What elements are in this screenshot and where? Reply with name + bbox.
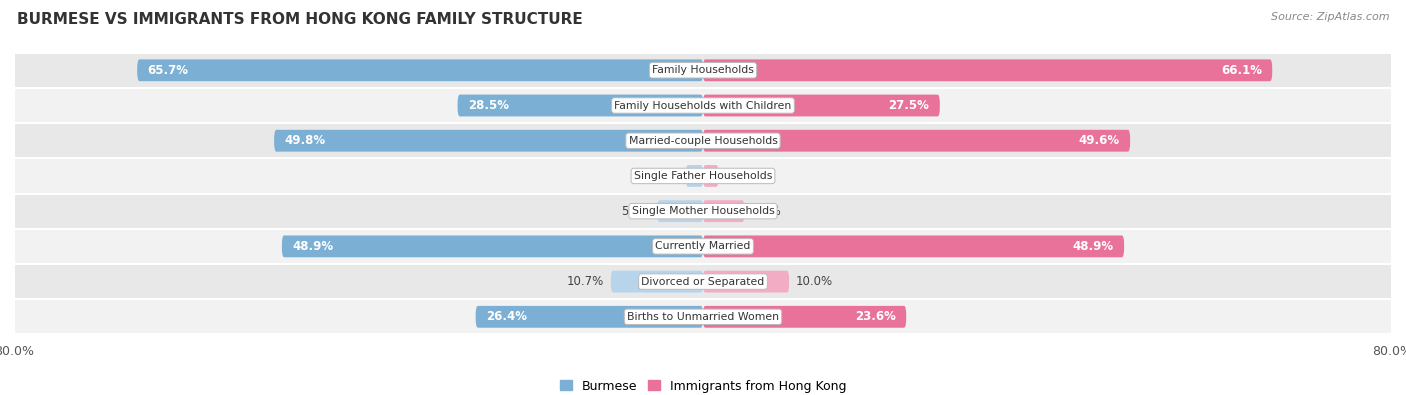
- FancyBboxPatch shape: [703, 235, 1125, 257]
- Text: 28.5%: 28.5%: [468, 99, 509, 112]
- Text: 49.6%: 49.6%: [1078, 134, 1119, 147]
- Text: Single Mother Households: Single Mother Households: [631, 206, 775, 216]
- FancyBboxPatch shape: [138, 59, 703, 81]
- Text: Source: ZipAtlas.com: Source: ZipAtlas.com: [1271, 12, 1389, 22]
- FancyBboxPatch shape: [703, 306, 907, 328]
- Text: 1.8%: 1.8%: [725, 169, 755, 182]
- Text: Births to Unmarried Women: Births to Unmarried Women: [627, 312, 779, 322]
- FancyBboxPatch shape: [281, 235, 703, 257]
- Text: Single Father Households: Single Father Households: [634, 171, 772, 181]
- Text: 2.0%: 2.0%: [650, 169, 679, 182]
- Text: Currently Married: Currently Married: [655, 241, 751, 251]
- Text: 27.5%: 27.5%: [889, 99, 929, 112]
- FancyBboxPatch shape: [703, 271, 789, 293]
- Text: BURMESE VS IMMIGRANTS FROM HONG KONG FAMILY STRUCTURE: BURMESE VS IMMIGRANTS FROM HONG KONG FAM…: [17, 12, 582, 27]
- FancyBboxPatch shape: [14, 299, 1392, 335]
- FancyBboxPatch shape: [703, 200, 744, 222]
- Text: Family Households with Children: Family Households with Children: [614, 100, 792, 111]
- FancyBboxPatch shape: [14, 53, 1392, 88]
- FancyBboxPatch shape: [703, 165, 718, 187]
- Text: 49.8%: 49.8%: [284, 134, 326, 147]
- Text: 5.3%: 5.3%: [621, 205, 651, 218]
- Text: Married-couple Households: Married-couple Households: [628, 136, 778, 146]
- Text: 26.4%: 26.4%: [486, 310, 527, 324]
- Text: 10.0%: 10.0%: [796, 275, 834, 288]
- Text: 66.1%: 66.1%: [1220, 64, 1263, 77]
- Text: 10.7%: 10.7%: [567, 275, 605, 288]
- FancyBboxPatch shape: [658, 200, 703, 222]
- FancyBboxPatch shape: [686, 165, 703, 187]
- FancyBboxPatch shape: [457, 94, 703, 117]
- FancyBboxPatch shape: [14, 264, 1392, 299]
- FancyBboxPatch shape: [703, 94, 939, 117]
- FancyBboxPatch shape: [14, 158, 1392, 194]
- FancyBboxPatch shape: [274, 130, 703, 152]
- FancyBboxPatch shape: [14, 123, 1392, 158]
- FancyBboxPatch shape: [475, 306, 703, 328]
- Text: 4.8%: 4.8%: [751, 205, 780, 218]
- Legend: Burmese, Immigrants from Hong Kong: Burmese, Immigrants from Hong Kong: [554, 375, 852, 395]
- Text: Family Households: Family Households: [652, 65, 754, 75]
- FancyBboxPatch shape: [703, 130, 1130, 152]
- Text: 23.6%: 23.6%: [855, 310, 896, 324]
- FancyBboxPatch shape: [14, 88, 1392, 123]
- Text: 48.9%: 48.9%: [1073, 240, 1114, 253]
- FancyBboxPatch shape: [14, 229, 1392, 264]
- FancyBboxPatch shape: [703, 59, 1272, 81]
- Text: Divorced or Separated: Divorced or Separated: [641, 276, 765, 287]
- Text: 48.9%: 48.9%: [292, 240, 333, 253]
- Text: 65.7%: 65.7%: [148, 64, 188, 77]
- FancyBboxPatch shape: [610, 271, 703, 293]
- FancyBboxPatch shape: [14, 194, 1392, 229]
